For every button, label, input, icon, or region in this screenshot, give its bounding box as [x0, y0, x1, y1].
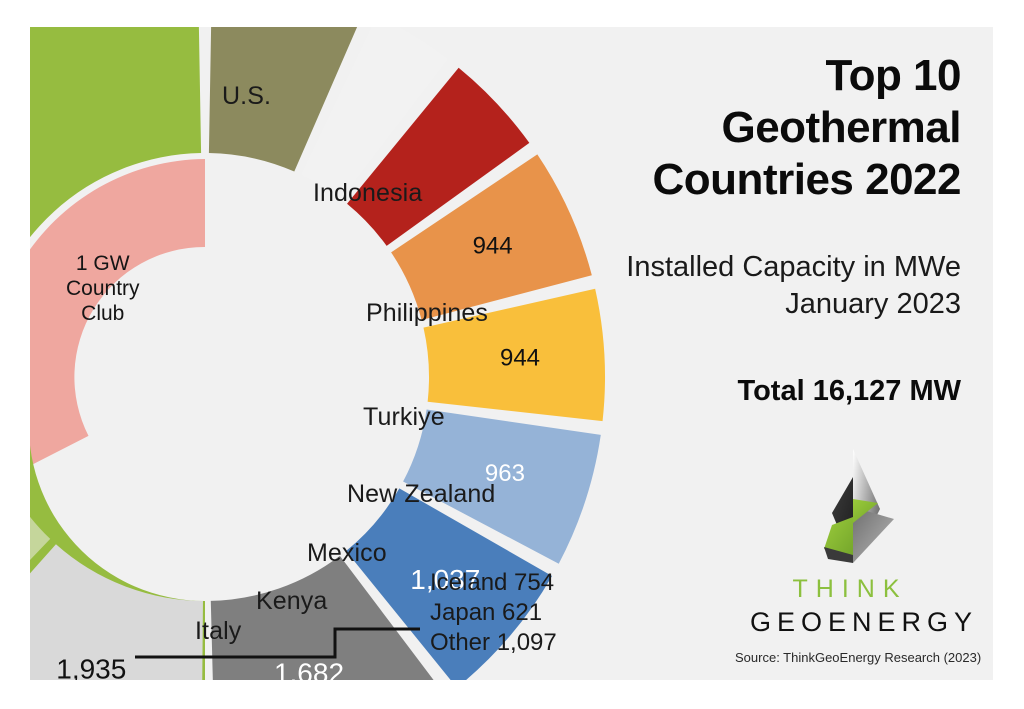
segment-kenya[interactable]: [423, 288, 605, 422]
country-label-italy: Italy: [195, 617, 242, 645]
callout-line-iceland: Iceland 754: [430, 569, 555, 596]
segment-other[interactable]: [208, 27, 365, 172]
segment-indonesia[interactable]: [30, 347, 51, 666]
callout-text-block: Iceland 754 Japan 621 Other 1,097: [430, 568, 557, 658]
country-label-kenya: Kenya: [256, 587, 328, 615]
segment-mexico[interactable]: [403, 409, 601, 564]
title-line-3: Countries 2022: [652, 155, 962, 204]
inner-ring-1gw-country-club[interactable]: [30, 159, 205, 475]
country-label-turkiye: Turkiye: [363, 403, 445, 431]
logo-arrow-icon: [824, 449, 894, 563]
title-line-1: Top 10: [825, 51, 961, 100]
segment-value-philippines: 1,935: [56, 654, 126, 680]
segment-italy[interactable]: [391, 154, 592, 320]
subtitle-line-1: Installed Capacity in MWe: [626, 251, 961, 283]
country-label-philippines: Philippines: [366, 299, 489, 327]
segment-u-s[interactable]: [30, 27, 202, 352]
country-label-us: U.S.: [222, 82, 272, 110]
segment-new-zealand[interactable]: [346, 488, 553, 680]
title-panel: Top 10 Geothermal Countries 2022 Install…: [570, 27, 993, 680]
logo-text-think: THINK: [792, 575, 908, 603]
inner-ring-label-line-1: Country: [66, 277, 140, 300]
logo-text-geoenergy: GEOENERGY: [750, 607, 979, 637]
segment-value-kenya: 944: [500, 345, 540, 372]
subtitle: Installed Capacity in MWe January 2023: [570, 249, 993, 323]
subtitle-line-2: January 2023: [785, 288, 961, 320]
inner-ring-label-line-0: 1 GW: [75, 252, 130, 275]
country-label-new-zealand: New Zealand: [347, 480, 496, 508]
segment-iceland[interactable]: [347, 67, 530, 246]
segment-value-new-zealand: 1,037: [410, 564, 480, 595]
segment-turkiye[interactable]: [210, 555, 446, 680]
total-capacity-label: Total 16,127 MW: [737, 375, 961, 407]
segment-value-italy: 944: [473, 233, 513, 260]
callout-line-japan: Japan 621: [430, 599, 543, 626]
segment-value-turkiye: 1,682: [274, 657, 344, 680]
donut-slices: [30, 27, 605, 680]
segment-philippines[interactable]: [30, 544, 203, 680]
thinkgeoenergy-logo: THINK GEOENERGY Source: ThinkGeoEnergy R…: [735, 447, 981, 665]
inner-ring-label: 1 GW Country Club: [66, 251, 140, 326]
source-attribution: Source: ThinkGeoEnergy Research (2023): [735, 650, 982, 665]
segment-japan[interactable]: [301, 27, 448, 199]
callout-line-other: Other 1,097: [430, 629, 557, 656]
page-title: Top 10 Geothermal Countries 2022: [570, 50, 993, 206]
title-line-2: Geothermal: [721, 103, 961, 152]
country-label-indonesia: Indonesia: [313, 179, 423, 207]
segment-value-mexico: 963: [485, 460, 525, 487]
callout-leader-line: [135, 627, 420, 659]
inner-ring-label-line-2: Club: [81, 302, 125, 325]
country-label-mexico: Mexico: [307, 539, 387, 567]
